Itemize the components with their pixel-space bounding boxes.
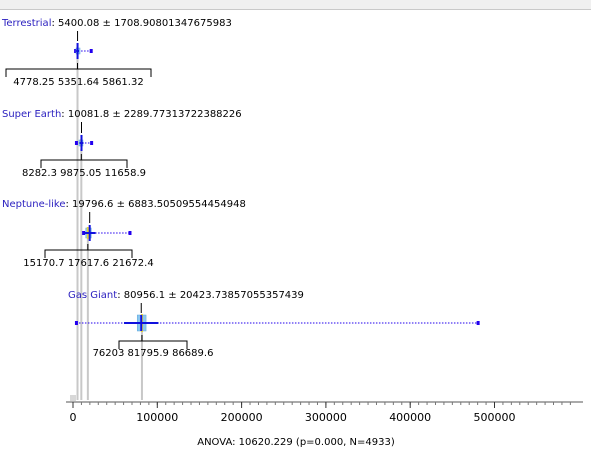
quartile-bracket: [44, 249, 133, 258]
quartile-bracket: [40, 159, 128, 168]
anova-footer: ANOVA: 10620.229 (p=0.000, N=4933): [197, 437, 395, 448]
x-axis-tick-label: 300000: [305, 411, 347, 424]
x-axis-tick-label: 100000: [136, 411, 178, 424]
box-groups: Terrestrial: 5400.08 ± 1708.908013476759…: [1, 18, 480, 359]
whisker-max-cap: [89, 49, 93, 53]
group-label: Super Earth: 10081.8 ± 2289.773137223882…: [2, 109, 242, 120]
quartile-bracket: [118, 340, 188, 349]
x-axis-major-ticks: 0 100000 200000 300000 400000 500000: [70, 402, 516, 424]
whisker-max-cap: [476, 321, 480, 325]
group-label: Terrestrial: 5400.08 ± 1708.908013476759…: [1, 18, 232, 29]
group-summary: : 10081.8 ± 2289.77313722388226: [61, 109, 241, 120]
median-guide-lines: [70, 57, 143, 401]
group-label: Gas Giant: 80956.1 ± 20423.7385705535743…: [68, 290, 304, 301]
group-name: Terrestrial: [1, 18, 51, 29]
box-group: Gas Giant: 80956.1 ± 20423.7385705535743…: [68, 290, 480, 359]
whisker-min-cap: [82, 231, 86, 235]
group-summary: : 80956.1 ± 20423.73857055357439: [117, 290, 304, 301]
axis-origin-marker: [70, 395, 76, 401]
quartile-values: 4778.25 5351.64 5861.32: [13, 77, 143, 88]
box-group: Super Earth: 10081.8 ± 2289.773137223882…: [2, 109, 242, 179]
group-summary: : 19796.6 ± 6883.50509554454948: [65, 199, 245, 210]
whisker-min-cap: [74, 141, 78, 145]
whisker-min-cap: [74, 321, 78, 325]
whisker-max-cap: [90, 141, 94, 145]
x-axis-tick-label: 500000: [474, 411, 516, 424]
quartile-bracket: [5, 68, 152, 77]
group-name: Super Earth: [2, 109, 61, 120]
x-axis-tick-label: 200000: [221, 411, 263, 424]
group-label: Neptune-like: 19796.6 ± 6883.50509554454…: [2, 199, 246, 210]
group-name: Neptune-like: [2, 199, 65, 210]
whisker-min-cap: [74, 49, 78, 53]
x-axis: 0 100000 200000 300000 400000 500000: [66, 401, 583, 424]
quartile-values: 76203 81795.9 86689.6: [93, 348, 214, 359]
box-group: Terrestrial: 5400.08 ± 1708.908013476759…: [1, 18, 232, 88]
whisker-max-cap: [128, 231, 132, 235]
box-group: Neptune-like: 19796.6 ± 6883.50509554454…: [2, 199, 246, 269]
quartile-values: 8282.3 9875.05 11658.9: [22, 168, 146, 179]
group-name: Gas Giant: [68, 290, 117, 301]
top-border: [0, 0, 591, 10]
quartile-values: 15170.7 17617.6 21672.4: [23, 258, 153, 269]
x-axis-tick-label: 400000: [389, 411, 431, 424]
group-summary: : 5400.08 ± 1708.90801347675983: [51, 18, 231, 29]
x-axis-tick-label: 0: [70, 411, 77, 424]
